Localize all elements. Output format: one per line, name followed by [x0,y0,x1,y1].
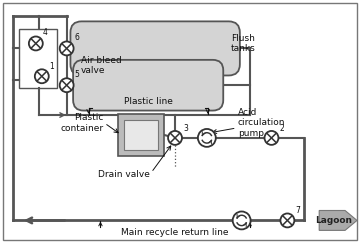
Text: 1: 1 [49,62,54,71]
Circle shape [29,36,43,50]
Text: 2: 2 [279,124,284,133]
Bar [124,120,158,150]
Text: Lagoon: Lagoon [316,216,352,225]
Text: Drain valve: Drain valve [98,170,150,179]
Circle shape [168,131,182,145]
Text: Air bleed
valve: Air bleed valve [81,56,121,75]
Text: 4: 4 [43,28,48,37]
FancyBboxPatch shape [71,21,240,76]
Circle shape [60,42,73,55]
Text: 6: 6 [75,34,80,43]
FancyArrow shape [319,210,357,230]
Circle shape [198,129,216,147]
FancyBboxPatch shape [73,60,223,111]
Text: 3: 3 [183,124,188,133]
Circle shape [60,78,73,92]
Circle shape [265,131,278,145]
Text: Plastic line: Plastic line [124,97,173,106]
Bar [118,114,164,156]
Circle shape [35,69,49,83]
Text: Flush
tanks: Flush tanks [231,34,256,53]
Bar [19,28,57,88]
Text: Acid
circulation
pump: Acid circulation pump [238,108,285,138]
Text: Main recycle return line: Main recycle return line [121,228,229,237]
Text: 7: 7 [295,207,300,216]
Circle shape [233,211,251,229]
Text: 5: 5 [75,70,80,79]
Text: Plastic
container: Plastic container [60,113,103,133]
Circle shape [280,213,294,227]
